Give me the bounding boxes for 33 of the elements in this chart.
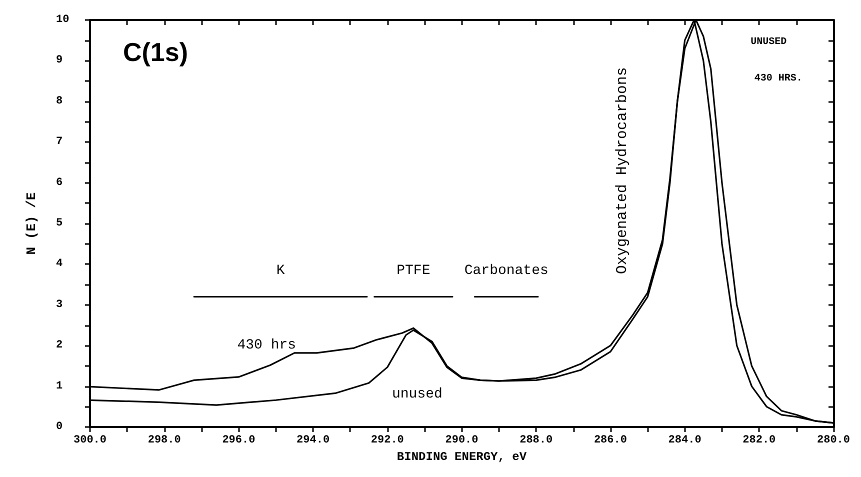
x-axis-title: BINDING ENERGY, eV	[396, 450, 528, 464]
y-tick-label: 4	[56, 258, 63, 270]
x-tick-label: 290.0	[445, 434, 478, 446]
annotation: UNUSED	[750, 36, 787, 48]
y-tick-label: 10	[56, 14, 70, 26]
annotation: Oxygenated Hydrocarbons	[614, 67, 631, 274]
annotation: 430 HRS.	[754, 74, 802, 85]
y-tick-label: 8	[56, 95, 63, 108]
x-tick-label: 296.0	[222, 434, 256, 446]
x-tick-label: 288.0	[520, 434, 553, 446]
y-tick-label: 3	[56, 298, 63, 311]
y-tick-label: 1	[56, 380, 63, 392]
series-label: Carbonates	[464, 262, 548, 279]
y-tick-label: 5	[56, 218, 63, 230]
x-tick-label: 282.0	[742, 434, 776, 446]
x-tick-label: 292.0	[370, 434, 404, 446]
y-tick-label: 9	[56, 54, 63, 67]
x-tick-label: 284.0	[668, 434, 702, 446]
x-tick-label: 280.0	[816, 434, 850, 446]
x-tick-label: 300.0	[73, 434, 107, 446]
x-tick-label: 298.0	[148, 434, 181, 446]
series-label: K	[276, 262, 286, 279]
y-axis-title: N (E) /E	[24, 192, 39, 255]
x-tick-label: 294.0	[296, 434, 330, 446]
annotation: unused	[392, 386, 442, 402]
y-tick-label: 2	[56, 340, 63, 352]
x-tick-label: 286.0	[594, 434, 627, 446]
annotation: 430 hrs	[237, 338, 296, 354]
y-tick-label: 7	[56, 136, 63, 148]
y-tick-label: 0	[56, 421, 63, 433]
y-tick-label: 6	[56, 176, 63, 189]
text: C(1s)	[123, 37, 188, 67]
series-label: PTFE	[396, 262, 430, 279]
